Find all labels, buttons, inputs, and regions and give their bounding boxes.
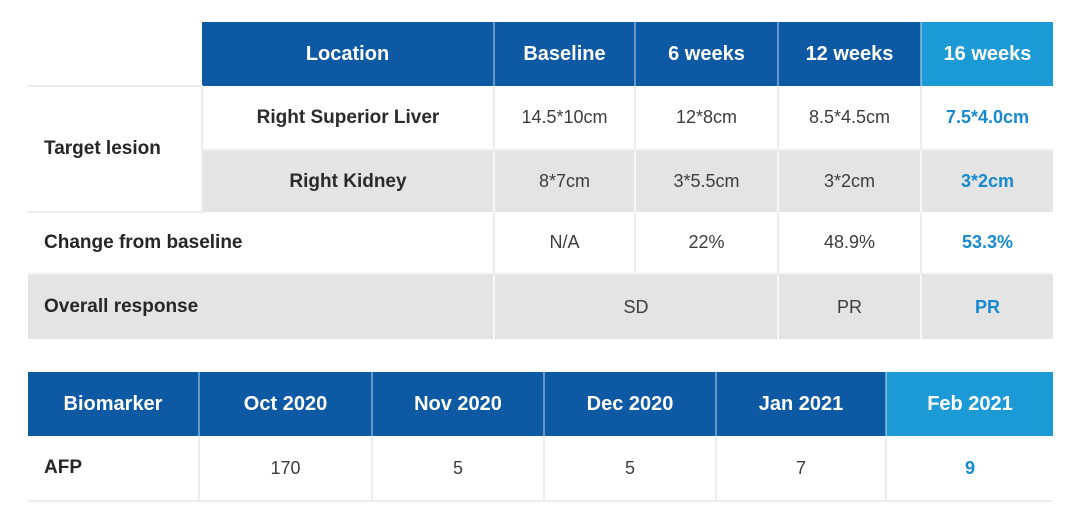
biomarker-table-header-dec-2020: Dec 2020 [544,372,717,436]
biomarker-table-header-nov-2020: Nov 2020 [372,372,545,436]
afp-oct-2020-value: 170 [199,436,373,502]
liver-12-weeks-value: 8.5*4.5cm [778,86,922,151]
lesion-row-kidney: Right Kidney 8*7cm 3*5.5cm 3*2cm 3*2cm [28,150,1053,212]
afp-row: AFP 170 5 5 7 9 [28,436,1053,502]
kidney-12-weeks-value: 3*2cm [778,150,922,212]
liver-baseline-value: 14.5*10cm [494,86,636,151]
kidney-baseline-value: 8*7cm [494,150,636,212]
lesion-table-header-location: Location [202,22,495,86]
change-6-weeks-value: 22% [635,212,779,275]
biomarker-table: Biomarker Oct 2020 Nov 2020 Dec 2020 Jan… [28,372,1053,502]
biomarker-table-header-jan-2021: Jan 2021 [716,372,887,436]
table-gap [28,339,1080,372]
liver-location: Right Superior Liver [202,86,495,151]
lesion-table-header-row: Location Baseline 6 weeks 12 weeks 16 we… [28,22,1053,87]
liver-16-weeks-value: 7.5*4.0cm [921,86,1053,151]
overall-16-weeks-value: PR [921,274,1053,339]
biomarker-table-header-row: Biomarker Oct 2020 Nov 2020 Dec 2020 Jan… [28,372,1053,436]
afp-feb-2021-value: 9 [886,436,1053,502]
liver-6-weeks-value: 12*8cm [635,86,779,151]
afp-nov-2020-value: 5 [372,436,545,502]
page-content: Location Baseline 6 weeks 12 weeks 16 we… [28,22,1080,502]
kidney-6-weeks-value: 3*5.5cm [635,150,779,212]
change-16-weeks-value: 53.3% [921,212,1053,275]
overall-response-label: Overall response [28,274,495,339]
lesion-table-header-baseline: Baseline [494,22,636,86]
overall-response-row: Overall response SD PR PR [28,274,1053,339]
lesion-table-corner-cell [28,22,202,87]
lesion-row-liver: Target lesion Right Superior Liver 14.5*… [28,86,1053,213]
overall-12-weeks-value: PR [778,274,922,339]
lesion-table-header-6-weeks: 6 weeks [635,22,779,86]
change-from-baseline-row: Change from baseline N/A 22% 48.9% 53.3% [28,212,1053,275]
biomarker-table-header-feb-2021: Feb 2021 [886,372,1053,436]
target-lesion-label: Target lesion [28,86,203,213]
kidney-location: Right Kidney [202,150,495,212]
biomarker-table-header-oct-2020: Oct 2020 [199,372,373,436]
change-baseline-value: N/A [494,212,636,275]
change-from-baseline-label: Change from baseline [28,212,495,275]
lesion-table-header-12-weeks: 12 weeks [778,22,922,86]
afp-jan-2021-value: 7 [716,436,887,502]
lesion-response-table: Location Baseline 6 weeks 12 weeks 16 we… [28,22,1053,339]
afp-dec-2020-value: 5 [544,436,717,502]
change-12-weeks-value: 48.9% [778,212,922,275]
kidney-16-weeks-value: 3*2cm [921,150,1053,212]
biomarker-table-header-biomarker: Biomarker [28,372,200,436]
afp-label: AFP [28,436,200,502]
overall-baseline-6-weeks-value: SD [494,274,779,339]
lesion-table-header-16-weeks: 16 weeks [921,22,1053,86]
